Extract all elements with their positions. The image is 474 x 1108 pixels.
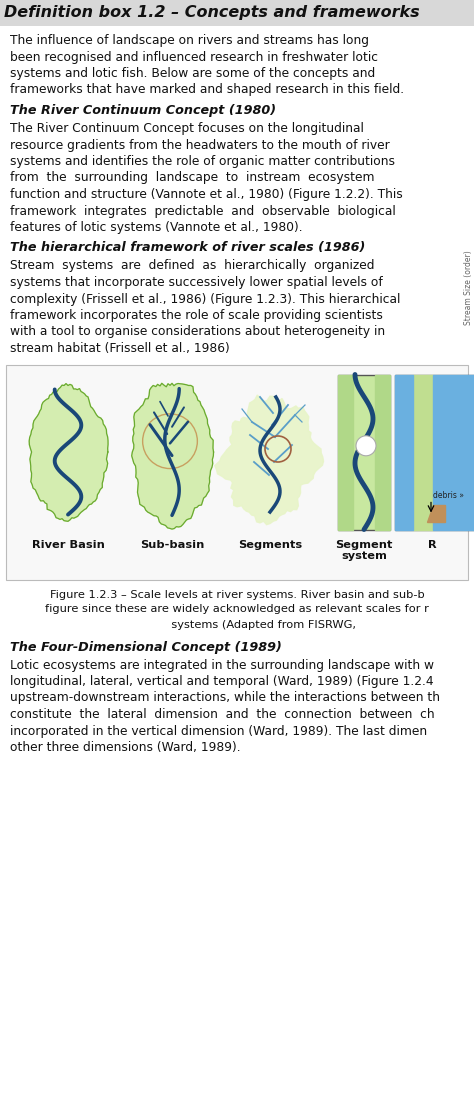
- Text: R: R: [428, 540, 436, 550]
- Text: Stream  systems  are  defined  as  hierarchically  organized: Stream systems are defined as hierarchic…: [10, 259, 374, 273]
- FancyBboxPatch shape: [338, 375, 390, 530]
- Circle shape: [356, 435, 376, 455]
- Text: systems (Adapted from FISRWG,: systems (Adapted from FISRWG,: [118, 619, 356, 629]
- Text: River Basin: River Basin: [32, 540, 104, 550]
- Text: Stream Size (order): Stream Size (order): [465, 250, 474, 326]
- Text: framework incorporates the role of scale providing scientists: framework incorporates the role of scale…: [10, 309, 383, 322]
- Text: The River Continuum Concept focuses on the longitudinal: The River Continuum Concept focuses on t…: [10, 122, 364, 135]
- Polygon shape: [433, 375, 474, 530]
- Polygon shape: [413, 375, 433, 530]
- FancyBboxPatch shape: [395, 375, 474, 530]
- Text: The River Continuum Concept (1980): The River Continuum Concept (1980): [10, 104, 276, 117]
- Text: constitute  the  lateral  dimension  and  the  connection  between  ch: constitute the lateral dimension and the…: [10, 708, 435, 721]
- Text: with a tool to organise considerations about heterogeneity in: with a tool to organise considerations a…: [10, 326, 385, 339]
- Text: The Four-Dimensional Concept (1989): The Four-Dimensional Concept (1989): [10, 640, 282, 654]
- Text: Segments: Segments: [238, 540, 302, 550]
- Text: incorporated in the vertical dimension (Ward, 1989). The last dimen: incorporated in the vertical dimension (…: [10, 725, 427, 738]
- Text: been recognised and influenced research in freshwater lotic: been recognised and influenced research …: [10, 51, 378, 63]
- Polygon shape: [338, 375, 353, 530]
- Text: Definition box 1.2 – Concepts and frameworks: Definition box 1.2 – Concepts and framew…: [4, 6, 419, 21]
- Text: longitudinal, lateral, vertical and temporal (Ward, 1989) (Figure 1.2.4: longitudinal, lateral, vertical and temp…: [10, 675, 434, 688]
- Text: systems that incorporate successively lower spatial levels of: systems that incorporate successively lo…: [10, 276, 383, 289]
- Text: function and structure (Vannote et al., 1980) (Figure 1.2.2). This: function and structure (Vannote et al., …: [10, 188, 403, 201]
- Text: The hierarchical framework of river scales (1986): The hierarchical framework of river scal…: [10, 242, 365, 255]
- Text: framework  integrates  predictable  and  observable  biological: framework integrates predictable and obs…: [10, 205, 396, 217]
- Text: Sub-basin: Sub-basin: [140, 540, 204, 550]
- Text: frameworks that have marked and shaped research in this field.: frameworks that have marked and shaped r…: [10, 83, 404, 96]
- Polygon shape: [375, 375, 390, 530]
- Text: upstream-downstream interactions, while the interactions between th: upstream-downstream interactions, while …: [10, 691, 440, 705]
- Text: Segment
system: Segment system: [335, 540, 392, 561]
- FancyBboxPatch shape: [6, 365, 468, 579]
- Text: other three dimensions (Ward, 1989).: other three dimensions (Ward, 1989).: [10, 741, 241, 755]
- Text: systems and lotic fish. Below are some of the concepts and: systems and lotic fish. Below are some o…: [10, 66, 375, 80]
- FancyBboxPatch shape: [0, 25, 474, 1108]
- Text: figure since these are widely acknowledged as relevant scales for r: figure since these are widely acknowledg…: [45, 605, 429, 615]
- Text: systems and identifies the role of organic matter contributions: systems and identifies the role of organ…: [10, 155, 395, 168]
- Polygon shape: [132, 383, 213, 530]
- Text: complexity (Frissell et al., 1986) (Figure 1.2.3). This hierarchical: complexity (Frissell et al., 1986) (Figu…: [10, 293, 401, 306]
- Polygon shape: [395, 375, 413, 530]
- Text: from  the  surrounding  landscape  to  instream  ecosystem: from the surrounding landscape to instre…: [10, 172, 374, 185]
- Polygon shape: [29, 383, 108, 521]
- Text: debris »: debris »: [433, 491, 464, 500]
- Text: Lotic ecosystems are integrated in the surrounding landscape with w: Lotic ecosystems are integrated in the s…: [10, 658, 434, 671]
- Polygon shape: [427, 504, 445, 522]
- Text: resource gradients from the headwaters to the mouth of river: resource gradients from the headwaters t…: [10, 138, 390, 152]
- Text: features of lotic systems (Vannote et al., 1980).: features of lotic systems (Vannote et al…: [10, 220, 302, 234]
- Text: Figure 1.2.3 – Scale levels at river systems. River basin and sub-b: Figure 1.2.3 – Scale levels at river sys…: [50, 589, 424, 599]
- Text: stream habitat (Frissell et al., 1986): stream habitat (Frissell et al., 1986): [10, 342, 230, 355]
- Polygon shape: [215, 396, 324, 524]
- Text: The influence of landscape on rivers and streams has long: The influence of landscape on rivers and…: [10, 34, 369, 47]
- FancyBboxPatch shape: [0, 0, 474, 25]
